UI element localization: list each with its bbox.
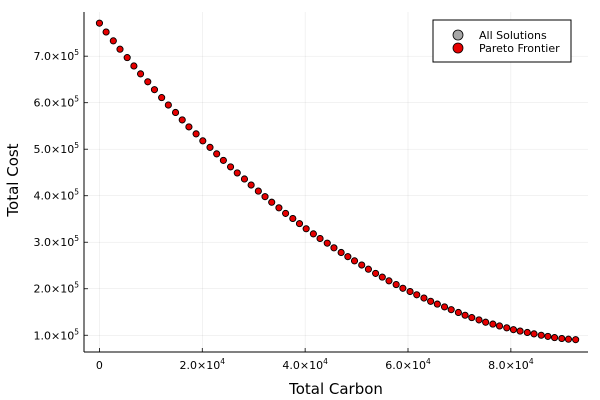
point-pareto-frontier (316, 235, 324, 242)
x-axis-tick-labels: 0 2.0×104 4.0×104 6.0×104 8.0×104 (96, 357, 534, 372)
y-tick-label: 3.0×105 (34, 234, 80, 249)
y-tick-label: 1.0×105 (34, 327, 80, 342)
point-pareto-frontier (406, 288, 414, 295)
point-pareto-frontier (130, 62, 138, 70)
point-pareto-frontier (413, 291, 421, 299)
x-axis-label: Total Carbon (288, 380, 383, 398)
point-pareto-frontier (537, 331, 545, 339)
x-tick-label: 4.0×104 (282, 357, 328, 372)
point-pareto-frontier (523, 329, 531, 336)
point-pareto-frontier (233, 169, 241, 177)
point-pareto-frontier (144, 78, 152, 86)
point-pareto-frontier (461, 311, 469, 319)
point-pareto-frontier (109, 37, 117, 45)
point-pareto-frontier (433, 300, 441, 308)
point-pareto-frontier (192, 130, 200, 138)
legend-label-all-solutions: All Solutions (479, 29, 547, 42)
point-pareto-frontier (551, 334, 558, 341)
point-pareto-frontier (220, 157, 227, 164)
point-pareto-frontier (289, 215, 297, 222)
point-pareto-frontier (254, 187, 262, 195)
x-tick-label: 2.0×104 (180, 357, 226, 372)
point-pareto-frontier (468, 314, 476, 321)
point-pareto-frontier (427, 297, 434, 305)
point-pareto-frontier (496, 322, 503, 330)
point-pareto-frontier (378, 273, 386, 281)
point-pareto-frontier (172, 109, 179, 116)
point-pareto-frontier (151, 86, 158, 94)
y-tick-label: 4.0×105 (34, 188, 80, 203)
point-pareto-frontier (310, 230, 317, 238)
point-pareto-frontier (102, 28, 110, 36)
point-pareto-frontier (337, 249, 345, 256)
point-pareto-frontier (392, 281, 400, 288)
legend-box (432, 19, 572, 63)
point-pareto-frontier (510, 326, 517, 334)
point-pareto-frontier (447, 306, 455, 314)
point-pareto-frontier (302, 225, 310, 233)
point-pareto-frontier (572, 336, 580, 344)
point-pareto-frontier (372, 270, 379, 277)
point-pareto-frontier (530, 330, 538, 338)
point-pareto-frontier (330, 244, 338, 252)
point-pareto-frontier (123, 54, 131, 61)
legend-marker-pareto-frontier (452, 42, 464, 54)
point-pareto-frontier (275, 204, 283, 212)
x-tick-label: 0 (96, 359, 103, 372)
y-tick-label: 5.0×105 (34, 141, 80, 156)
point-pareto-frontier (455, 309, 462, 316)
point-pareto-frontier (351, 257, 358, 265)
legend-marker-all-solutions (452, 29, 464, 41)
point-pareto-frontier (503, 324, 511, 332)
point-pareto-frontier (199, 137, 207, 145)
point-pareto-frontier (482, 318, 490, 326)
legend-label-pareto-frontier: Pareto Frontier (479, 42, 560, 55)
axes (83, 12, 588, 353)
y-tick-label: 6.0×105 (34, 95, 80, 110)
point-pareto-frontier (544, 333, 552, 340)
point-pareto-frontier (399, 284, 407, 292)
point-pareto-frontier (565, 335, 572, 343)
point-pareto-frontier (441, 303, 448, 311)
y-tick-label: 7.0×105 (34, 48, 80, 63)
point-pareto-frontier (420, 294, 428, 302)
point-pareto-frontier (164, 101, 172, 109)
point-pareto-frontier (116, 45, 124, 53)
point-pareto-frontier (475, 316, 483, 324)
x-tick-label: 8.0×104 (488, 357, 534, 372)
point-pareto-frontier (344, 253, 352, 261)
y-axis-tick-labels: 1.0×105 2.0×105 3.0×105 4.0×105 5.0×105 6.0×1… (34, 48, 80, 342)
y-axis-label: Total Cost (4, 143, 22, 217)
point-pareto-frontier (213, 150, 221, 158)
point-pareto-frontier (158, 94, 166, 101)
data-points (95, 19, 580, 344)
point-pareto-frontier (206, 143, 214, 151)
point-pareto-frontier (227, 163, 234, 171)
point-pareto-frontier (323, 239, 331, 247)
point-pareto-frontier (247, 181, 255, 189)
point-pareto-frontier (358, 261, 366, 269)
point-pareto-frontier (268, 198, 276, 206)
point-pareto-frontier (489, 320, 497, 328)
point-pareto-frontier (516, 327, 524, 335)
x-tick-label: 6.0×104 (385, 357, 431, 372)
point-pareto-frontier (137, 70, 144, 78)
point-pareto-frontier (178, 116, 186, 124)
legend: All Solutions Pareto Frontier (432, 19, 572, 63)
point-pareto-frontier (296, 220, 303, 227)
point-pareto-frontier (385, 277, 393, 285)
y-tick-label: 2.0×105 (34, 281, 80, 296)
point-pareto-frontier (365, 265, 372, 273)
point-pareto-frontier (185, 123, 193, 131)
point-pareto-frontier (282, 210, 289, 217)
grid-lines (84, 12, 588, 352)
point-pareto-frontier (96, 19, 103, 27)
point-pareto-frontier (261, 193, 269, 201)
point-pareto-frontier (241, 175, 248, 183)
point-pareto-frontier (558, 335, 566, 342)
